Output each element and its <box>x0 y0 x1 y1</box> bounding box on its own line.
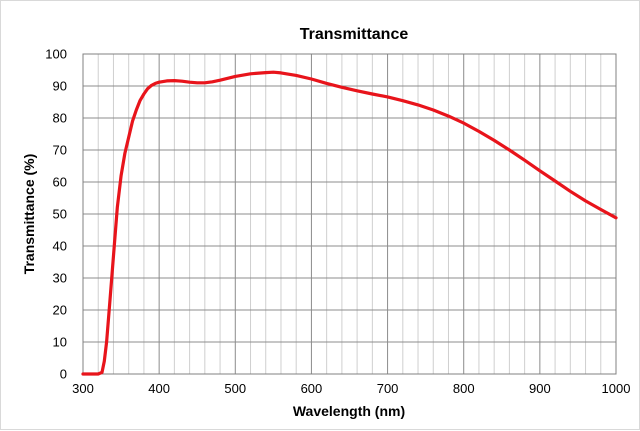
y-tick-label: 50 <box>53 207 67 222</box>
x-tick-label: 400 <box>148 381 170 396</box>
x-tick-label: 700 <box>377 381 399 396</box>
y-tick-label: 10 <box>53 335 67 350</box>
transmittance-line <box>81 70 618 376</box>
y-tick-label: 100 <box>45 47 67 62</box>
y-tick-label: 20 <box>53 303 67 318</box>
plot-area-border <box>82 53 617 375</box>
series-layer <box>81 70 618 376</box>
y-tick-label: 40 <box>53 239 67 254</box>
y-axis-title: Transmittance (%) <box>21 154 37 275</box>
y-tick-label: 30 <box>53 271 67 286</box>
x-axis-title: Wavelength (nm) <box>293 403 405 419</box>
tick-labels: 300 400 500 600 700 800 900 1000 0 10 20 30 40 50 60 70… <box>45 47 630 397</box>
y-tick-label: 80 <box>53 111 67 126</box>
y-tick-label: 0 <box>60 367 67 382</box>
y-tick-label: 90 <box>53 79 67 94</box>
x-tick-label: 800 <box>453 381 475 396</box>
x-tick-label: 500 <box>224 381 246 396</box>
y-tick-label: 70 <box>53 143 67 158</box>
chart-title: Transmittance <box>300 26 409 43</box>
x-tick-label: 900 <box>529 381 551 396</box>
y-tick-label: 60 <box>53 175 67 190</box>
x-tick-label: 1000 <box>602 381 631 396</box>
x-tick-label: 300 <box>72 381 94 396</box>
x-tick-label: 600 <box>301 381 323 396</box>
grid-layer <box>83 54 616 374</box>
